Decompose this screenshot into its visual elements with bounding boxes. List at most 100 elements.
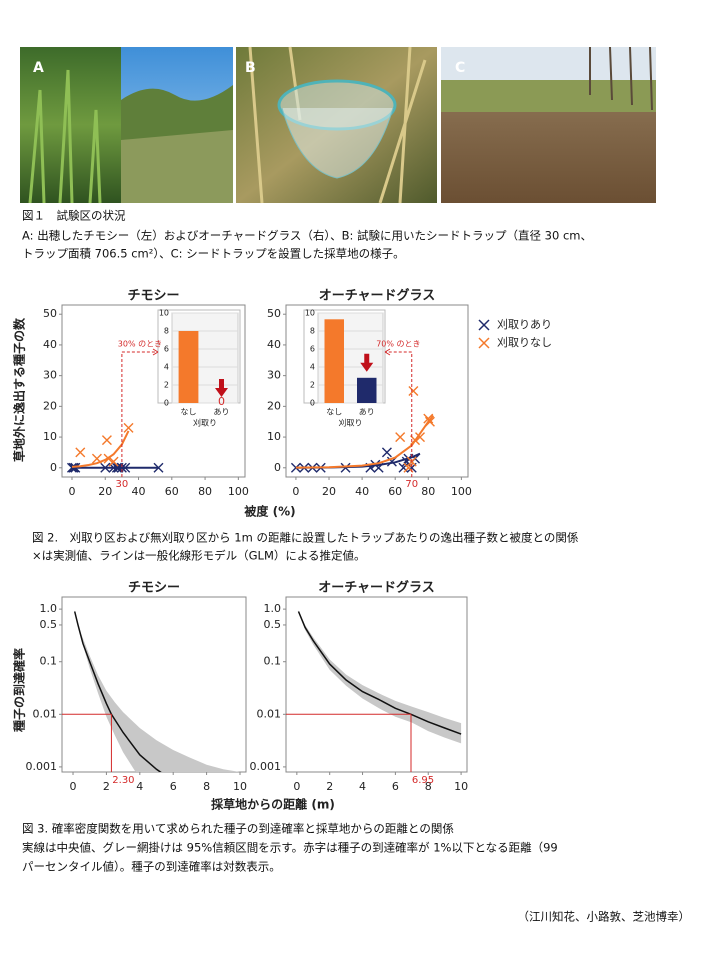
x-tick-label: 0: [70, 780, 77, 793]
y-tick-label: 10: [267, 430, 281, 443]
data-point: [91, 453, 102, 464]
y-tick-label: 0: [164, 399, 169, 408]
caption-title: 図１ 試験区の状況: [22, 209, 126, 223]
authors: （江川知花、小路敦、芝池博幸）: [518, 910, 691, 924]
x-tick-label: なし: [181, 408, 197, 417]
y-tick-label: 1.0: [40, 602, 58, 615]
data-point: [423, 413, 434, 424]
field: [441, 80, 656, 112]
data-point: [398, 462, 409, 473]
y-tick-label: 6: [310, 345, 315, 354]
data-point: [415, 432, 426, 443]
y-tick-label: 0.5: [264, 618, 282, 631]
median-line: [297, 611, 462, 735]
data-point: [101, 435, 112, 446]
x-tick-label: あり: [214, 408, 230, 417]
caption-line: トラップ面積 706.5 cm²）、C: シードトラップを設置した採草地の様子。: [22, 247, 405, 261]
x-tick-label: 2: [103, 780, 110, 793]
x-tick-label: なし: [326, 408, 342, 417]
grass: [121, 130, 233, 203]
legend-label: 刈取りなし: [497, 336, 552, 349]
data-point: [68, 462, 79, 473]
x-tick-label: 0: [68, 485, 75, 498]
y-tick-label: 4: [164, 363, 169, 372]
down-arrow: [360, 353, 374, 372]
data-point: [100, 462, 111, 473]
x-tick-label: 80: [198, 485, 212, 498]
x-tick-label: あり: [359, 408, 375, 417]
y-axis-label: 草地外に逸出する種子の数: [12, 317, 27, 462]
chart-title: チモシー: [128, 581, 180, 596]
annotation-value: 30: [116, 479, 129, 490]
y-tick-label: 0: [50, 461, 57, 474]
inset-axis-label: 刈取り: [339, 418, 363, 428]
annotation-line: [385, 351, 413, 477]
x-tick-label: 20: [98, 485, 112, 498]
y-tick-label: 8: [310, 327, 315, 336]
x-tick-label: 100: [228, 485, 249, 498]
x-tick-label: 6: [392, 780, 399, 793]
y-tick-label: 2: [310, 381, 315, 390]
confidence-band: [74, 610, 240, 772]
data-point: [373, 462, 384, 473]
y-tick-label: 10: [305, 309, 315, 318]
y-tick-label: 10: [43, 430, 57, 443]
x-tick-label: 40: [355, 485, 369, 498]
y-tick-label: 30: [43, 369, 57, 382]
cutoff-label: 6.95: [412, 775, 434, 786]
y-tick-label: 40: [267, 338, 281, 351]
chart-title: チモシー: [127, 289, 179, 304]
y-tick-label: 0: [310, 399, 315, 408]
data-point: [381, 447, 392, 458]
data-point: [116, 462, 127, 473]
y-tick-label: 40: [43, 338, 57, 351]
median-line: [73, 611, 162, 772]
bar: [357, 377, 377, 403]
x-tick-label: 8: [425, 780, 432, 793]
x-tick-label: 60: [165, 485, 179, 498]
trees: [589, 46, 653, 111]
x-tick-label: 0: [293, 780, 300, 793]
figure1-photos: [20, 46, 656, 204]
panel-label: C: [455, 60, 465, 76]
data-point: [340, 462, 351, 473]
data-point: [153, 462, 164, 473]
y-tick-label: 6: [164, 345, 169, 354]
data-point: [401, 456, 412, 467]
y-tick-label: 20: [267, 399, 281, 412]
legend-label: 刈取りあり: [497, 318, 552, 331]
inset-axis-label: 刈取り: [193, 418, 217, 428]
x-tick-label: 6: [170, 780, 177, 793]
bar: [178, 331, 199, 403]
annotation-text: 30% のとき: [118, 340, 162, 349]
data-point: [103, 453, 114, 464]
cutoff-label: 2.30: [112, 775, 134, 786]
x-tick-label: 20: [322, 485, 336, 498]
y-axis-label: 種子の到達確率: [12, 648, 27, 732]
annotation-arrow: [152, 348, 159, 356]
data-point: [111, 462, 122, 473]
value-label: 0: [218, 395, 225, 408]
chart-title: オーチャードグラス: [318, 580, 435, 596]
data-point: [123, 422, 134, 433]
annotation-text: 70% のとき: [376, 340, 420, 349]
y-tick-label: 0.5: [40, 618, 58, 631]
data-point: [424, 416, 435, 427]
caption-line: パーセンタイル値）。種子の到達確率は対数表示。: [22, 860, 281, 874]
annotation-line: [121, 351, 158, 477]
x-tick-label: 4: [136, 780, 143, 793]
caption-line: 図 2. 刈取り区および無刈取り区から 1m の距離に設置したトラップあたりの逸…: [32, 531, 578, 545]
chart-title: オーチャードグラス: [319, 288, 436, 304]
sky: [441, 47, 656, 80]
y-tick-label: 0.001: [26, 760, 58, 773]
x-tick-label: 40: [132, 485, 146, 498]
down-arrow: [215, 379, 228, 397]
x-tick-label: 60: [388, 485, 402, 498]
y-tick-label: 0.001: [250, 760, 282, 773]
legend-marker: [478, 319, 490, 331]
y-tick-label: 2: [164, 381, 169, 390]
x-tick-label: 2: [326, 780, 333, 793]
x-tick-label: 10: [454, 780, 468, 793]
